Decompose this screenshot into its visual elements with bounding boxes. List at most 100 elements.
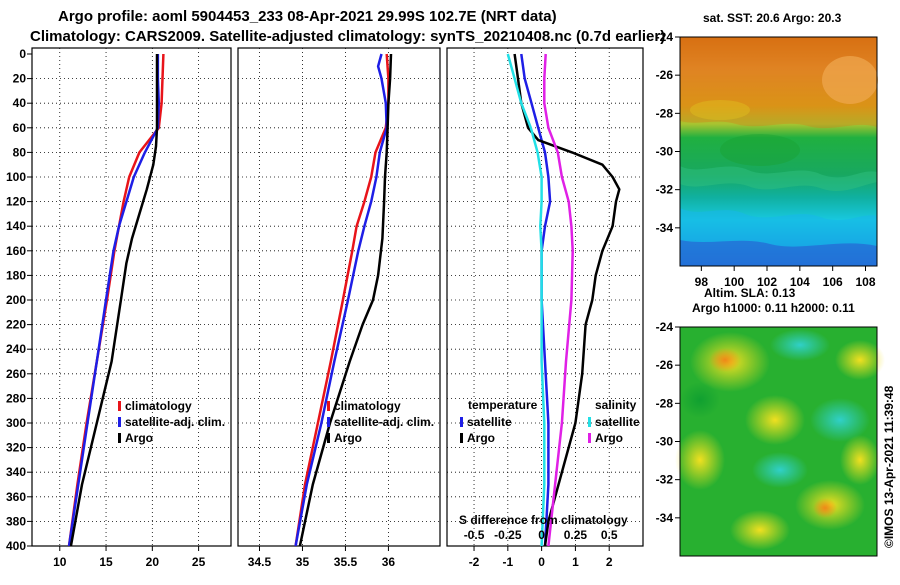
legend-swatch-climatology — [118, 401, 121, 411]
salinity-panel-frame — [237, 47, 441, 547]
sla-map-title-line1: Altim. SLA: 0.13 — [704, 286, 796, 300]
sst-heatmap-image — [680, 37, 878, 266]
y-tick-label: 380 — [6, 514, 26, 528]
temperature-panel-frame — [31, 47, 232, 547]
salinity-legend: climatology satellite-adj. clim. Argo — [327, 399, 434, 445]
legend-swatch-sal-argo — [588, 433, 591, 443]
legend-label-temp-satellite: satellite — [467, 415, 512, 429]
salinity-series — [294, 53, 393, 546]
sst-map-panel: sat. SST: 20.6 Argo: 20.3 -24 -26 -28 -30 -3… — [656, 11, 878, 289]
secondary-x-tick-label: -0.25 — [494, 528, 522, 542]
difference-legend: temperature satellite Argo salinity sate… — [459, 398, 640, 527]
x-tick-label: 0 — [538, 555, 545, 569]
difference-series — [506, 53, 621, 546]
series-line-satellite-adj-clim- — [294, 53, 388, 546]
legend-swatch-argo — [118, 433, 121, 443]
map-y-tick-label: -26 — [656, 68, 674, 82]
legend-swatch-satellite — [327, 417, 330, 427]
y-tick-label: 20 — [13, 72, 27, 86]
map-y-tick-label: -32 — [656, 473, 674, 487]
x-tick-label: 20 — [146, 555, 160, 569]
legend-swatch-temp-argo — [460, 433, 463, 443]
secondary-x-tick-label: -0.5 — [464, 528, 485, 542]
y-tick-label: 260 — [6, 367, 26, 381]
series-line-temperature-argo — [513, 53, 621, 546]
map-y-tick-label: -32 — [656, 183, 674, 197]
salinity-gridlines — [238, 48, 440, 546]
series-line-argo — [69, 54, 159, 546]
temperature-ticks: 10 15 20 25 0 20 40 60 80 100 120 140 160 180 200 220 24… — [6, 47, 206, 569]
y-tick-label: 160 — [6, 244, 26, 258]
map-y-tick-label: -28 — [656, 396, 674, 410]
secondary-x-tick-label: 0 — [538, 528, 545, 542]
figure-title-line1: Argo profile: aoml 5904453_233 08-Apr-20… — [58, 8, 557, 25]
map-y-tick-label: -30 — [656, 145, 674, 159]
x-tick-label: 10 — [53, 555, 67, 569]
legend-label-sal-argo: Argo — [595, 431, 623, 445]
legend-heading-salinity: salinity — [595, 398, 637, 412]
difference-ticks: -2 -1 0 1 2 -0.5 -0.25 0 0.25 0.5 — [464, 528, 618, 569]
map-y-tick-label: -30 — [656, 435, 674, 449]
legend-swatch-sal-satellite — [588, 417, 591, 427]
salinity-ticks: 34.5 35 35.5 36 — [248, 546, 396, 569]
y-tick-label: 400 — [6, 539, 26, 553]
x-tick-label: -2 — [469, 555, 480, 569]
x-tick-label: 1 — [572, 555, 579, 569]
legend-label-temp-argo: Argo — [467, 431, 495, 445]
y-tick-label: 300 — [6, 416, 26, 430]
legend-label-argo: Argo — [125, 431, 153, 445]
legend-swatch-temp-satellite — [460, 417, 463, 427]
series-line-satellite-adj-clim- — [67, 54, 161, 546]
sst-map-ticks: -24 -26 -28 -30 -32 -34 98 100 102 104 106 108 — [656, 30, 876, 289]
y-tick-label: 240 — [6, 342, 26, 356]
legend-label-satellite: satellite-adj. clim. — [125, 415, 225, 429]
y-tick-label: 40 — [13, 96, 27, 110]
y-tick-label: 220 — [6, 318, 26, 332]
legend-label-satellite: satellite-adj. clim. — [334, 415, 434, 429]
sla-map-ticks: -24 -26 -28 -30 -32 -34 — [656, 320, 680, 525]
series-line-salinity-satellite — [506, 53, 546, 546]
map-x-tick-label: 102 — [757, 275, 777, 289]
x-tick-label: 25 — [192, 555, 206, 569]
y-tick-label: 280 — [6, 391, 26, 405]
difference-profile-panel: -2 -1 0 1 2 -0.5 -0.25 0 0.25 0.5 temperature sat… — [446, 47, 644, 569]
legend-swatch-argo — [327, 433, 330, 443]
x-tick-label: -1 — [502, 555, 513, 569]
sla-heatmap-image — [675, 327, 885, 556]
y-tick-label: 360 — [6, 490, 26, 504]
x-tick-label: 15 — [99, 555, 113, 569]
series-line-argo — [298, 53, 393, 546]
map-x-tick-label: 98 — [695, 275, 709, 289]
imos-credit: ©IMOS 13-Apr-2021 11:39:48 — [882, 385, 896, 548]
legend-heading-temperature: temperature — [468, 398, 538, 412]
secondary-axis-label: S difference from climatology — [459, 513, 628, 527]
y-tick-label: 0 — [19, 47, 26, 61]
x-tick-label: 35 — [296, 555, 310, 569]
legend-label-argo: Argo — [334, 431, 362, 445]
difference-gridlines — [447, 48, 643, 546]
series-line-temperature-satellite — [520, 53, 552, 546]
map-y-tick-label: -26 — [656, 358, 674, 372]
sla-map-title-line2: Argo h1000: 0.11 h2000: 0.11 — [692, 301, 855, 315]
map-y-tick-label: -24 — [656, 320, 674, 334]
y-tick-label: 200 — [6, 293, 26, 307]
x-tick-label: 36 — [382, 555, 396, 569]
salinity-profile-panel: 34.5 35 35.5 36 climatology satellite-adj. … — [237, 47, 441, 569]
legend-swatch-satellite — [118, 417, 121, 427]
temperature-series — [67, 53, 165, 546]
x-tick-label: 2 — [606, 555, 613, 569]
series-line-salinity-argo — [543, 53, 574, 546]
y-tick-label: 100 — [6, 170, 26, 184]
temperature-profile-panel: 10 15 20 25 0 20 40 60 80 100 120 140 160 180 200 220 24… — [6, 47, 232, 569]
map-x-tick-label: 104 — [790, 275, 810, 289]
secondary-x-tick-label: 0.25 — [564, 528, 588, 542]
sla-map-panel: Altim. SLA: 0.13 Argo h1000: 0.11 h2000:… — [656, 286, 885, 557]
y-tick-label: 80 — [13, 145, 27, 159]
y-tick-label: 180 — [6, 268, 26, 282]
y-tick-label: 60 — [13, 121, 27, 135]
map-x-tick-label: 108 — [855, 275, 875, 289]
map-x-tick-label: 106 — [823, 275, 843, 289]
secondary-x-tick-label: 0.5 — [601, 528, 618, 542]
temperature-legend: climatology satellite-adj. clim. Argo — [118, 399, 225, 445]
